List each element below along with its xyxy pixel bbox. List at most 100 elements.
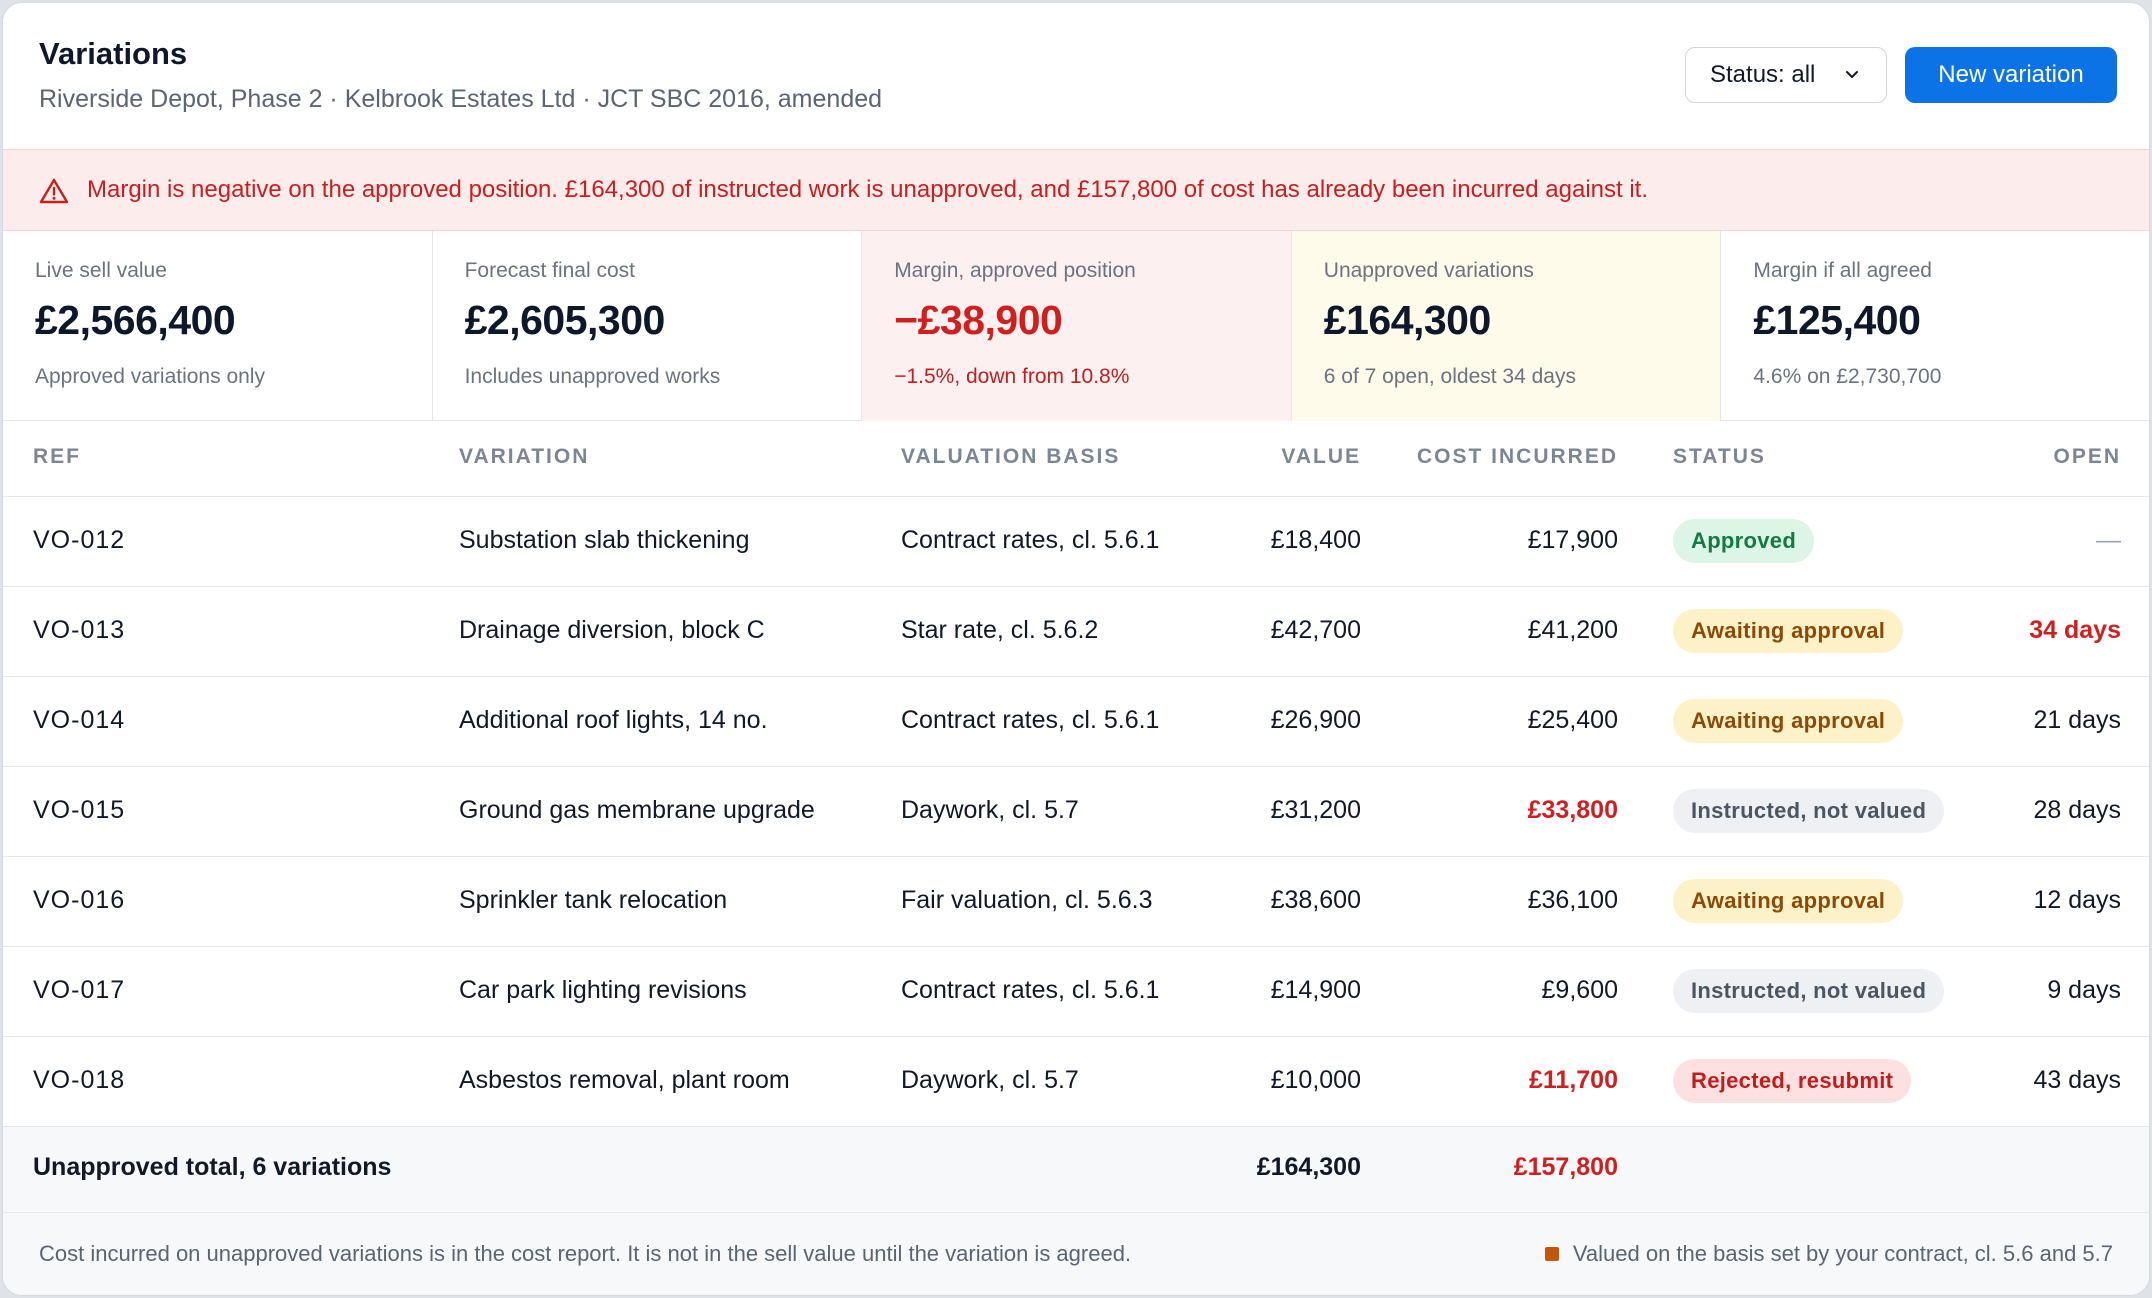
variations-table-body: VO-012 Substation slab thickening Contra…: [3, 497, 2149, 1127]
table-row[interactable]: VO-018 Asbestos removal, plant room Dayw…: [3, 1037, 2149, 1127]
page-title: Variations: [39, 36, 188, 71]
new-variation-button[interactable]: New variation: [1905, 47, 2117, 103]
value-cell: £14,900: [1270, 976, 1361, 1004]
table-row[interactable]: VO-017 Car park lighting revisions Contr…: [3, 947, 2149, 1037]
status-filter-dropdown[interactable]: Status: all: [1685, 47, 1887, 103]
total-cost: £157,800: [1513, 1153, 1618, 1181]
cost-cell: £11,700: [1529, 1066, 1618, 1094]
kpi-margin-if-agreed: Margin if all agreed £125,400 4.6% on £2…: [1721, 231, 2149, 421]
column-header-value[interactable]: VALUE: [1281, 445, 1361, 468]
warning-triangle-icon: [39, 178, 69, 204]
legend-swatch: [1544, 1247, 1559, 1261]
column-header-cost-incurred[interactable]: COST INCURRED: [1416, 445, 1618, 468]
cost-cell: £33,800: [1527, 796, 1618, 824]
table-row[interactable]: VO-016 Sprinkler tank relocation Fair va…: [3, 857, 2149, 947]
value-cell: £26,900: [1270, 706, 1361, 734]
footer-note: Cost incurred on unapproved variations i…: [39, 1241, 1132, 1266]
table-row[interactable]: VO-013 Drainage diversion, block C Star …: [3, 587, 2149, 677]
value-cell: £18,400: [1270, 526, 1361, 554]
value-cell: £31,200: [1270, 796, 1361, 824]
status-badge: Instructed, not valued: [1673, 789, 1945, 833]
open-cell: 34 days: [2029, 616, 2121, 644]
kpi-note: 6 of 7 open, oldest 34 days: [1323, 365, 1576, 388]
margin-alert: Margin is negative on the approved posit…: [3, 149, 2149, 231]
kpi-value: £125,400: [1753, 297, 1921, 343]
footer: Cost incurred on unapproved variations i…: [3, 1213, 2149, 1295]
variation-cell: Substation slab thickening: [459, 526, 750, 554]
kpi-unapproved-variations: Unapproved variations £164,300 6 of 7 op…: [1291, 231, 1722, 421]
open-cell: 21 days: [2033, 706, 2121, 734]
kpi-label: Unapproved variations: [1323, 259, 1534, 282]
ref-cell: VO-016: [33, 886, 126, 914]
table-row[interactable]: VO-015 Ground gas membrane upgrade Daywo…: [3, 767, 2149, 857]
basis-cell: Contract rates, cl. 5.6.1: [901, 706, 1160, 734]
cost-cell: £9,600: [1541, 976, 1618, 1004]
variation-cell: Ground gas membrane upgrade: [459, 796, 815, 824]
kpi-value: −£38,900: [894, 297, 1063, 343]
open-cell: 43 days: [2033, 1066, 2121, 1094]
table-row[interactable]: VO-012 Substation slab thickening Contra…: [3, 497, 2149, 587]
variation-cell: Sprinkler tank relocation: [459, 886, 728, 914]
ref-cell: VO-017: [33, 976, 126, 1004]
basis-cell: Contract rates, cl. 5.6.1: [901, 526, 1160, 554]
table-row[interactable]: VO-014 Additional roof lights, 14 no. Co…: [3, 677, 2149, 767]
basis-cell: Daywork, cl. 5.7: [901, 796, 1079, 824]
cost-cell: £17,900: [1527, 526, 1618, 554]
kpi-label: Forecast final cost: [464, 259, 635, 282]
kpi-live-sell-value: Live sell value £2,566,400 Approved vari…: [3, 231, 433, 421]
kpi-note: Approved variations only: [35, 365, 265, 388]
footer-legend: Valued on the basis set by your contract…: [1544, 1241, 2113, 1267]
chevron-down-icon: [1846, 71, 1858, 78]
ref-cell: VO-012: [33, 526, 126, 554]
total-label: Unapproved total, 6 variations: [33, 1153, 392, 1181]
cost-cell: £36,100: [1527, 886, 1618, 914]
status-badge: Awaiting approval: [1673, 699, 1904, 743]
status-badge: Instructed, not valued: [1673, 969, 1945, 1013]
unapproved-total-row: Unapproved total, 6 variations £164,300 …: [3, 1127, 2149, 1213]
variation-cell: Additional roof lights, 14 no.: [459, 706, 768, 734]
cost-cell: £41,200: [1527, 616, 1618, 644]
kpi-label: Margin, approved position: [894, 259, 1136, 282]
variation-cell: Drainage diversion, block C: [459, 616, 765, 644]
status-filter-label: Status: all: [1710, 61, 1816, 88]
basis-cell: Daywork, cl. 5.7: [901, 1066, 1079, 1094]
ref-cell: VO-014: [33, 706, 126, 734]
kpi-note: 4.6% on £2,730,700: [1753, 365, 1942, 388]
status-badge: Approved: [1673, 519, 1815, 563]
header: Variations Riverside Depot, Phase 2 · Ke…: [3, 3, 2149, 149]
total-value: £164,300: [1256, 1153, 1361, 1181]
legend-text: Valued on the basis set by your contract…: [1572, 1241, 2113, 1266]
open-cell: —: [2096, 526, 2121, 554]
kpi-margin-approved: Margin, approved position −£38,900 −1.5%…: [862, 231, 1292, 421]
alert-text: Margin is negative on the approved posit…: [87, 176, 1649, 203]
column-header-valuation-basis[interactable]: VALUATION BASIS: [901, 445, 1121, 468]
column-header-status[interactable]: STATUS: [1673, 445, 1766, 468]
kpi-strip: Live sell value £2,566,400 Approved vari…: [3, 231, 2149, 421]
column-header-variation[interactable]: VARIATION: [459, 445, 590, 468]
kpi-value: £164,300: [1323, 297, 1492, 343]
kpi-value: £2,605,300: [464, 297, 666, 343]
page-subtitle: Riverside Depot, Phase 2 · Kelbrook Esta…: [39, 85, 883, 113]
cost-cell: £25,400: [1527, 706, 1618, 734]
ref-cell: VO-013: [33, 616, 126, 644]
basis-cell: Star rate, cl. 5.6.2: [901, 616, 1099, 644]
kpi-label: Live sell value: [35, 259, 167, 282]
open-cell: 12 days: [2033, 886, 2121, 914]
kpi-value: £2,566,400: [35, 297, 236, 343]
value-cell: £10,000: [1270, 1066, 1361, 1094]
open-cell: 28 days: [2033, 796, 2121, 824]
basis-cell: Contract rates, cl. 5.6.1: [901, 976, 1160, 1004]
open-cell: 9 days: [2047, 976, 2121, 1004]
variation-cell: Asbestos removal, plant room: [459, 1066, 790, 1094]
kpi-label: Margin if all agreed: [1753, 259, 1932, 282]
ref-cell: VO-015: [33, 796, 126, 824]
value-cell: £42,700: [1270, 616, 1361, 644]
kpi-forecast-final-cost: Forecast final cost £2,605,300 Includes …: [433, 231, 863, 421]
column-header-open[interactable]: OPEN: [2053, 445, 2121, 468]
column-header-ref[interactable]: REF: [33, 445, 81, 468]
kpi-note: −1.5%, down from 10.8%: [894, 365, 1130, 388]
kpi-note: Includes unapproved works: [464, 365, 721, 388]
ref-cell: VO-018: [33, 1066, 126, 1094]
variation-cell: Car park lighting revisions: [459, 976, 747, 1004]
